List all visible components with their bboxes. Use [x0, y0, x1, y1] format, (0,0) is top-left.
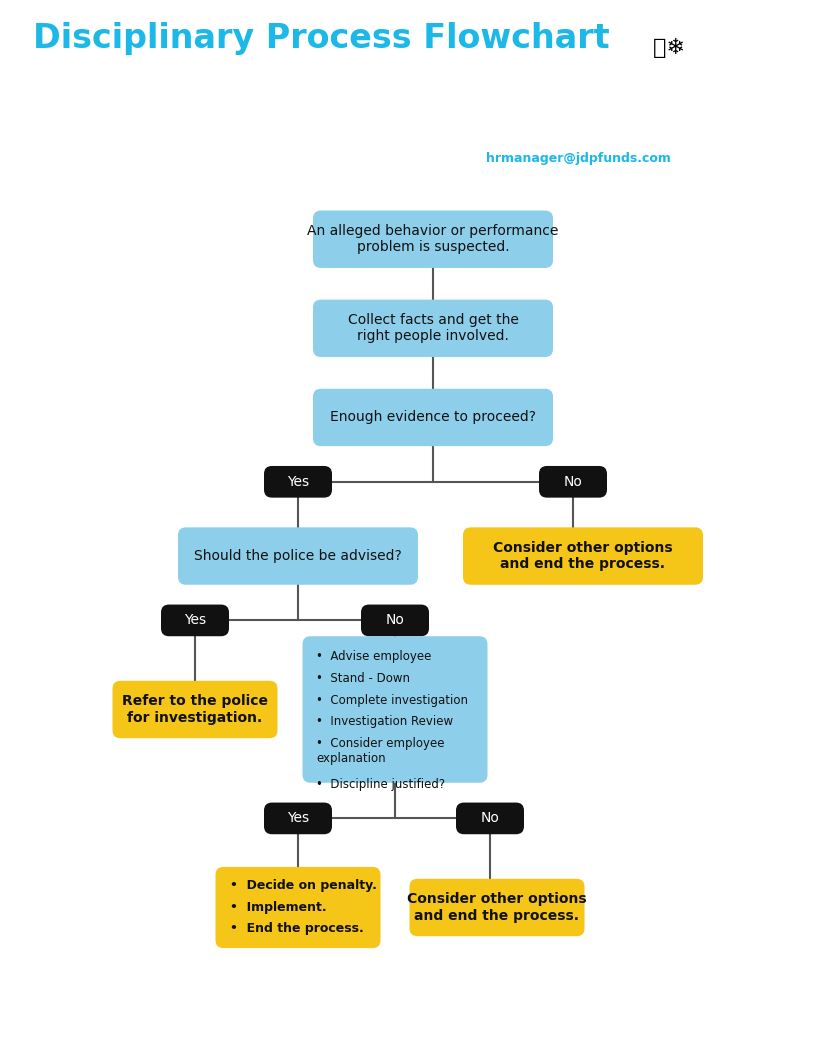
Text: •  Investigation Review: • Investigation Review	[317, 716, 454, 729]
Text: •  End the process.: • End the process.	[229, 922, 363, 936]
FancyBboxPatch shape	[313, 300, 553, 357]
FancyBboxPatch shape	[313, 210, 553, 268]
Text: Disciplinary Process Flowchart: Disciplinary Process Flowchart	[33, 22, 610, 55]
FancyBboxPatch shape	[624, 24, 714, 79]
Text: No: No	[386, 614, 405, 627]
FancyBboxPatch shape	[361, 604, 429, 636]
FancyBboxPatch shape	[539, 466, 607, 497]
FancyBboxPatch shape	[215, 867, 380, 948]
Text: Organizations follow a disciplinary process to modify and handle any undesirable: Organizations follow a disciplinary proc…	[33, 100, 762, 113]
Text: •  Consider employee
explanation: • Consider employee explanation	[317, 737, 445, 766]
FancyBboxPatch shape	[264, 466, 332, 497]
Text: •  Stand - Down: • Stand - Down	[317, 672, 410, 685]
Text: Yes: Yes	[287, 475, 309, 489]
Text: Refer to the police
for investigation.: Refer to the police for investigation.	[122, 695, 268, 724]
Text: Yes: Yes	[184, 614, 206, 627]
FancyBboxPatch shape	[463, 527, 703, 585]
Text: •  Decide on penalty.: • Decide on penalty.	[229, 879, 376, 891]
Text: No: No	[481, 811, 499, 826]
FancyBboxPatch shape	[113, 681, 277, 738]
FancyBboxPatch shape	[313, 389, 553, 447]
FancyBboxPatch shape	[264, 803, 332, 834]
FancyBboxPatch shape	[303, 636, 487, 782]
FancyBboxPatch shape	[456, 803, 524, 834]
Text: Collect facts and get the
right people involved.: Collect facts and get the right people i…	[348, 314, 518, 343]
Text: Consider other options
and end the process.: Consider other options and end the proce…	[407, 892, 587, 923]
Text: JDPFUNDS: JDPFUNDS	[730, 52, 816, 70]
Text: •  Advise employee: • Advise employee	[317, 650, 432, 663]
FancyBboxPatch shape	[161, 604, 229, 636]
Text: corrective action process. The following flowchart shows the disciplinary proces: corrective action process. The following…	[33, 126, 762, 138]
Text: Should the police be advised?: Should the police be advised?	[194, 549, 401, 563]
Text: Enough evidence to proceed?: Enough evidence to proceed?	[330, 411, 536, 425]
Text: 🐻‍❄️: 🐻‍❄️	[653, 38, 685, 58]
Text: Yes: Yes	[287, 811, 309, 826]
Text: An alleged behavior or performance
problem is suspected.: An alleged behavior or performance probl…	[308, 224, 559, 254]
FancyBboxPatch shape	[410, 879, 584, 937]
Text: •  Implement.: • Implement.	[229, 901, 326, 913]
Text: manner. For more information contact human resources manager, Lesley Manning at: manner. For more information contact hum…	[33, 152, 570, 165]
Text: No: No	[564, 475, 583, 489]
Text: hrmanager@jdpfunds.com: hrmanager@jdpfunds.com	[486, 152, 671, 165]
FancyBboxPatch shape	[178, 527, 418, 585]
Text: •  Complete investigation: • Complete investigation	[317, 694, 468, 706]
Text: Consider other options
and end the process.: Consider other options and end the proce…	[493, 541, 673, 571]
Text: •  Discipline justified?: • Discipline justified?	[317, 778, 446, 791]
